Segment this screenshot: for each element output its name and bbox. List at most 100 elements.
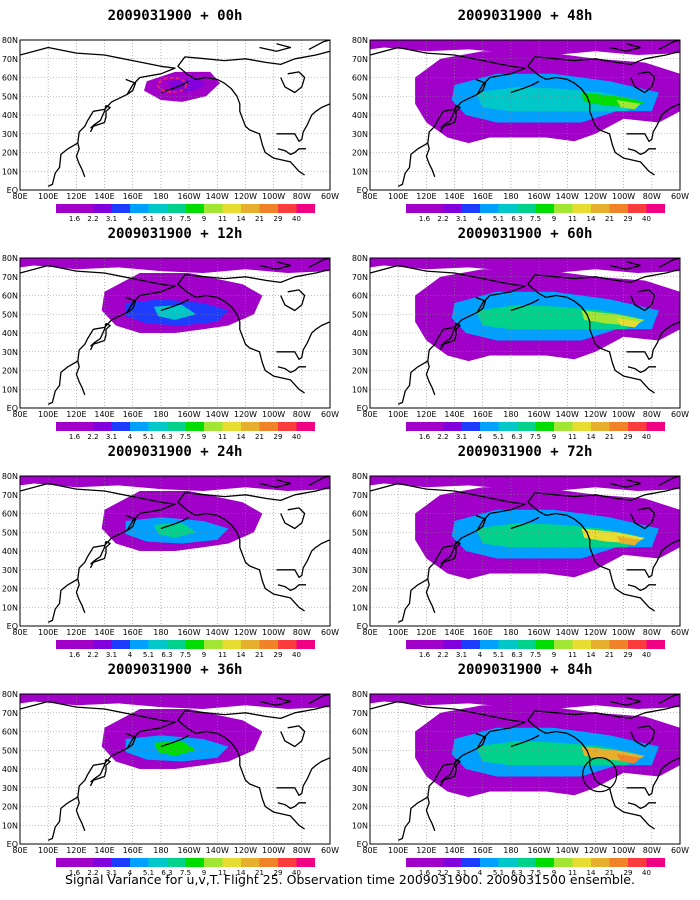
- longitude-label: 160E: [473, 410, 493, 419]
- colorbar: 1.6 2.2 3.1 4 5.1 6.3 7.5 9 11 14 21 29 40: [406, 422, 665, 441]
- longitude-label: 100W: [262, 628, 285, 637]
- latitude-label: 50N: [352, 528, 368, 537]
- longitude-label: 100W: [262, 846, 285, 855]
- colorbar-swatch: [74, 422, 93, 431]
- colorbar-swatch: [222, 858, 241, 867]
- colorbar-swatch: [185, 858, 204, 867]
- colorbar-label: 14: [237, 869, 246, 877]
- longitude-label: 160W: [527, 410, 550, 419]
- latitude-label: 40N: [352, 111, 368, 120]
- longitude-label: 80W: [293, 628, 311, 637]
- colorbar: 1.6 2.2 3.1 4 5.1 6.3 7.5 9 11 14 21 29 40: [56, 640, 315, 659]
- colorbar-swatch: [554, 422, 573, 431]
- longitude-label: 120W: [584, 846, 607, 855]
- latitude-label: 20N: [352, 803, 368, 812]
- colorbar-label: 1.6: [419, 651, 431, 659]
- colorbar-label: 9: [202, 433, 206, 441]
- colorbar-swatch: [480, 422, 499, 431]
- colorbar-label: 6.3: [161, 651, 172, 659]
- latitude-label: 40N: [352, 547, 368, 556]
- longitude-label: 180: [153, 192, 168, 201]
- latitude-label: 40N: [352, 765, 368, 774]
- colorbar-label: 1.6: [419, 215, 431, 223]
- longitude-label: 100E: [38, 628, 58, 637]
- colorbar-label: 4: [478, 215, 483, 223]
- colorbar-swatch: [56, 422, 75, 431]
- longitude-label: 60W: [321, 192, 339, 201]
- colorbar-swatch: [480, 204, 499, 213]
- longitude-label: 80W: [293, 410, 311, 419]
- colorbar: 1.6 2.2 3.1 4 5.1 6.3 7.5 9 11 14 21 29 40: [406, 204, 665, 223]
- colorbar-swatch: [130, 204, 149, 213]
- colorbar-swatch: [628, 640, 647, 649]
- colorbar-label: 4: [128, 651, 133, 659]
- longitude-label: 100W: [612, 192, 635, 201]
- colorbar-label: 29: [274, 215, 283, 223]
- latitude-label: 10N: [2, 167, 18, 176]
- latitude-label: 10N: [2, 603, 18, 612]
- colorbar-swatch: [148, 204, 167, 213]
- colorbar-swatch: [241, 204, 260, 213]
- colorbar-label: 4: [478, 433, 483, 441]
- latitude-label: 10N: [2, 385, 18, 394]
- colorbar-label: 14: [587, 215, 596, 223]
- colorbar-label: 21: [255, 433, 264, 441]
- longitude-label: 80W: [293, 846, 311, 855]
- colorbar-swatch: [646, 204, 665, 213]
- colorbar: 1.6 2.2 3.1 4 5.1 6.3 7.5 9 11 14 21 29 40: [406, 858, 665, 877]
- map-panel: 2009031900 + 48h 80N 70N 60N 50N 40N 30N 20N 10N…: [350, 0, 700, 223]
- map-frame: [19, 693, 331, 845]
- longitude-label: 80E: [362, 846, 377, 855]
- coastlines: [20, 476, 330, 623]
- colorbar-label: 29: [624, 869, 633, 877]
- colorbar-label: 5.1: [493, 651, 504, 659]
- colorbar-label: 2.2: [87, 433, 98, 441]
- colorbar-swatch: [259, 422, 278, 431]
- longitude-label: 60W: [321, 628, 339, 637]
- colorbar-label: 21: [255, 869, 264, 877]
- colorbar-swatch: [74, 858, 93, 867]
- latitude-label: 30N: [352, 784, 368, 793]
- longitude-label: 140E: [444, 628, 464, 637]
- longitude-label: 180: [503, 410, 518, 419]
- colorbar-label: 1.6: [69, 651, 81, 659]
- longitude-label: 100E: [38, 192, 58, 201]
- panel-title: 2009031900 + 36h: [107, 662, 243, 678]
- colorbar-label: 5.1: [493, 869, 504, 877]
- map-grid: [20, 258, 330, 408]
- latitude-label: 60N: [352, 74, 368, 83]
- colorbar-label: 9: [202, 651, 206, 659]
- longitude-label: 140E: [94, 410, 114, 419]
- longitude-label: 100W: [262, 192, 285, 201]
- colorbar-swatch: [443, 858, 462, 867]
- map-panel: 2009031900 + 12h 80N 70N 60N 50N 40N 30N 20N 10N…: [0, 218, 350, 441]
- colorbar-label: 7.5: [530, 869, 541, 877]
- colorbar-swatch: [111, 640, 130, 649]
- colorbar-swatch: [56, 858, 75, 867]
- colorbar-label: 21: [605, 651, 614, 659]
- latitude-label: EQ: [7, 404, 18, 413]
- longitude-label: 100E: [388, 410, 408, 419]
- longitude-label: 160W: [177, 192, 200, 201]
- colorbar-label: 4: [128, 433, 133, 441]
- latitude-label: 20N: [352, 367, 368, 376]
- map-frame: [369, 257, 681, 409]
- longitude-label: 140W: [556, 846, 579, 855]
- longitude-label: 160W: [177, 410, 200, 419]
- colorbar-label: 29: [274, 869, 283, 877]
- colorbar-label: 9: [552, 215, 556, 223]
- coastlines: [370, 694, 680, 841]
- longitude-label: 100W: [612, 628, 635, 637]
- colorbar-label: 40: [292, 433, 301, 441]
- colorbar-label: 6.3: [161, 433, 172, 441]
- colorbar-label: 2.2: [437, 651, 448, 659]
- map-frame: [369, 693, 681, 845]
- colorbar-label: 3.1: [456, 869, 467, 877]
- colorbar-swatch: [167, 204, 186, 213]
- panel-title: 2009031900 + 00h: [107, 8, 243, 24]
- panel-title: 2009031900 + 24h: [107, 444, 243, 460]
- map-grid: [20, 40, 330, 190]
- latitude-label: 60N: [2, 510, 18, 519]
